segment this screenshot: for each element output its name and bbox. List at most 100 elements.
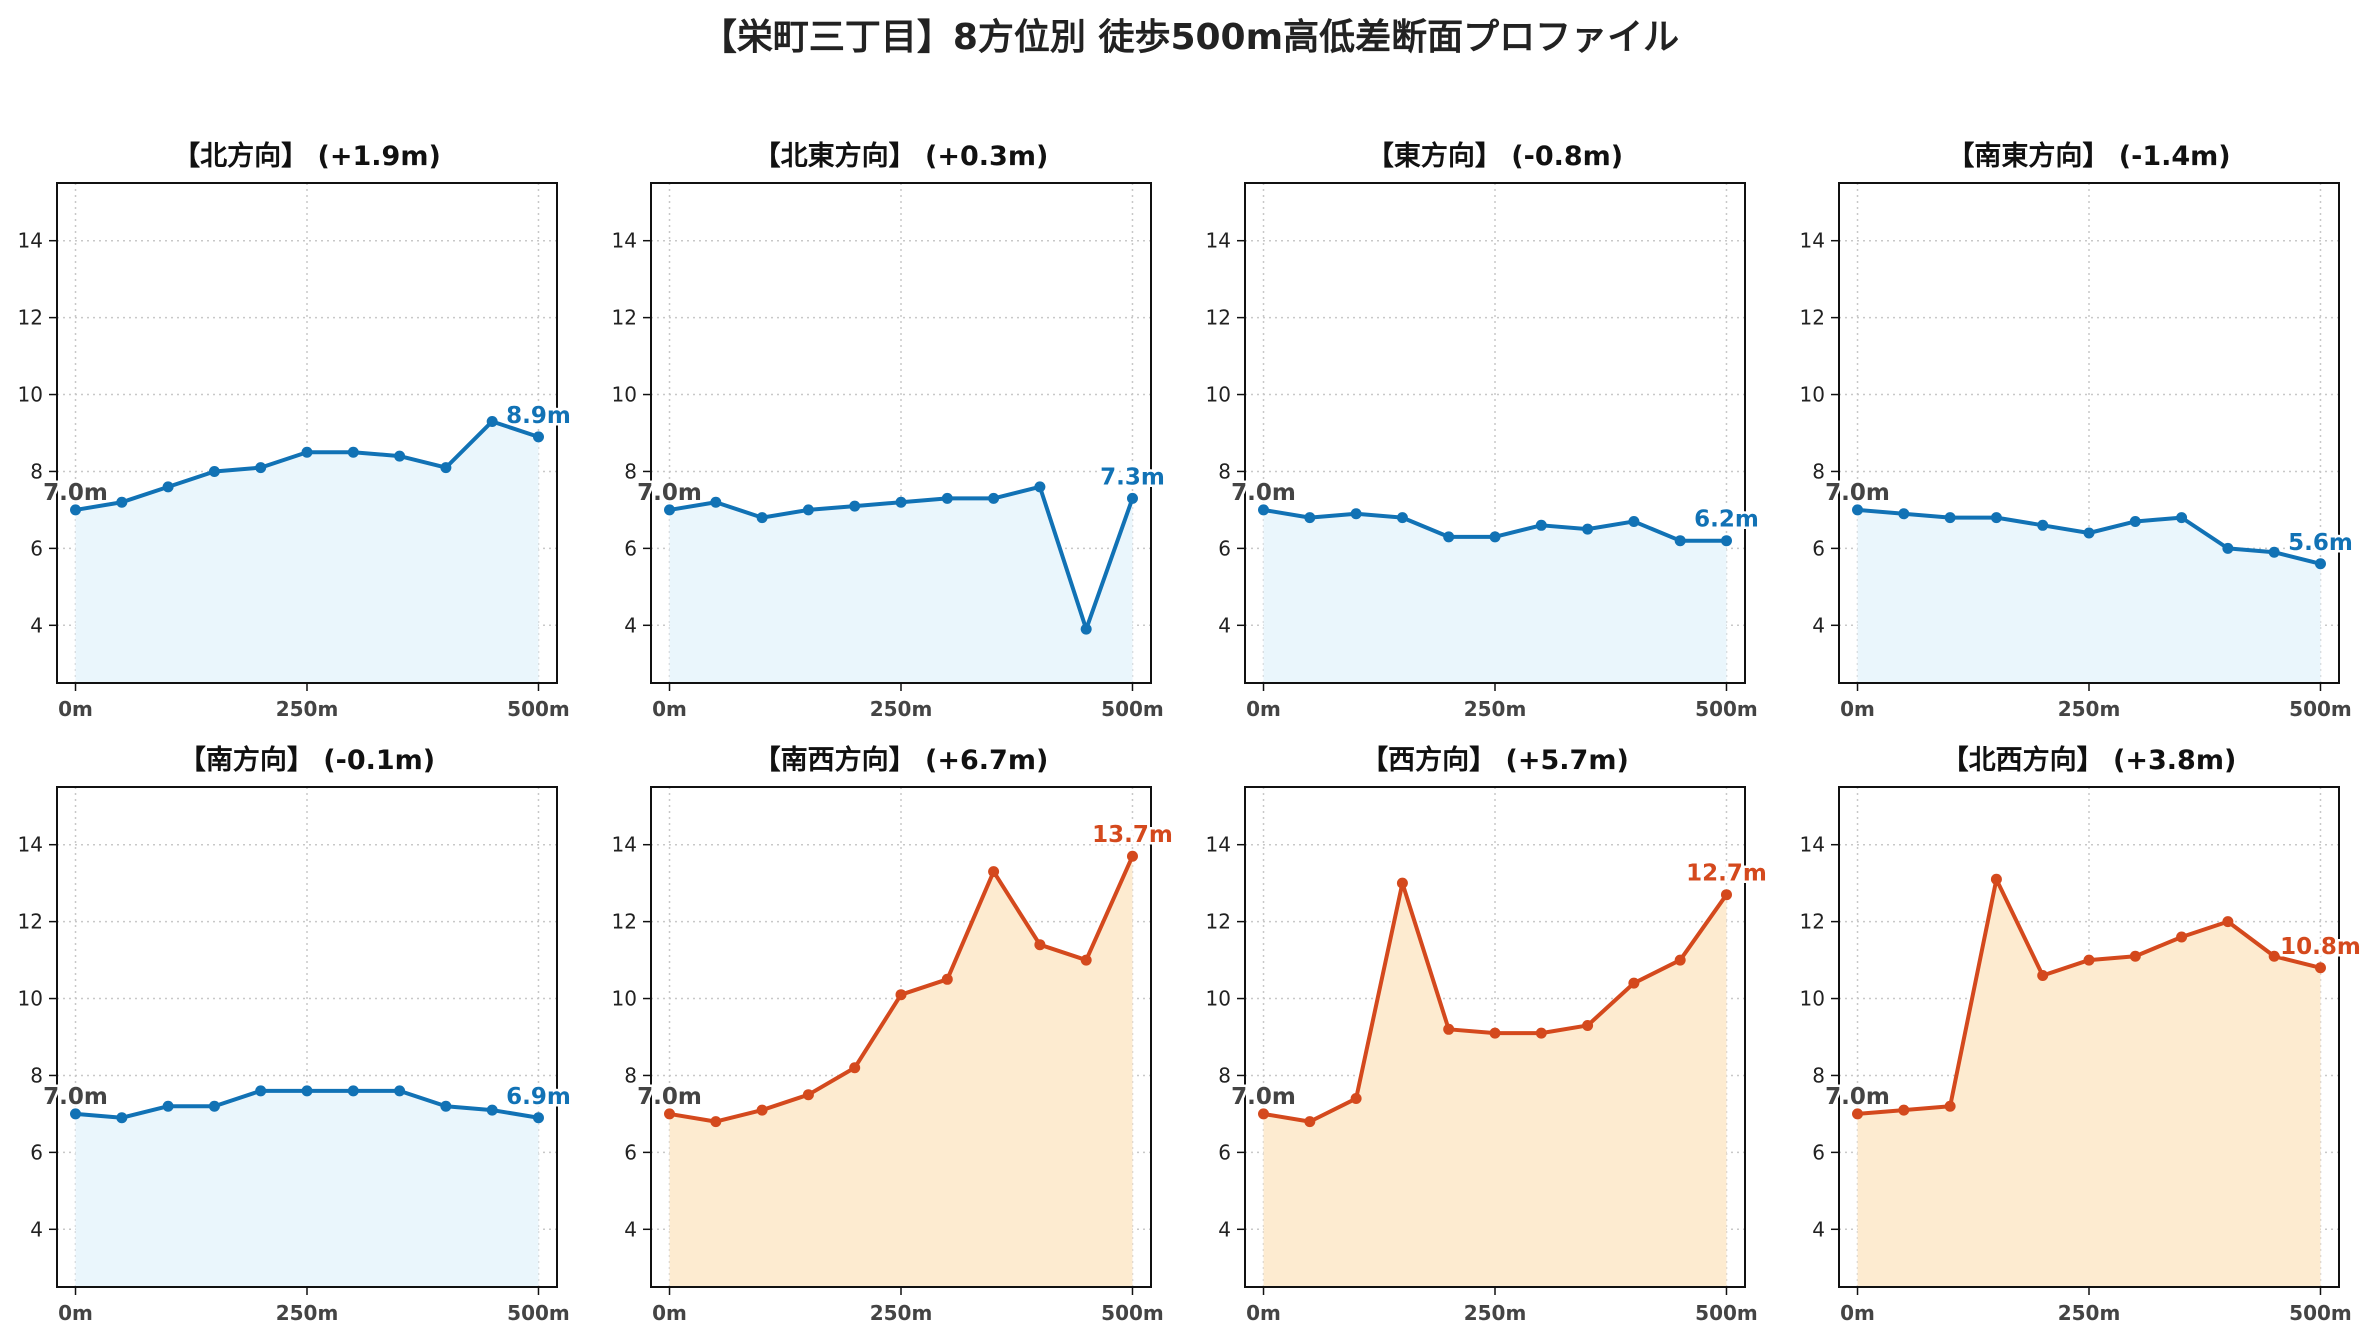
x-tick-label: 500m (1695, 697, 1758, 721)
data-point (301, 1085, 313, 1097)
data-point (1582, 1019, 1594, 1031)
data-point (2268, 546, 2280, 558)
data-point (941, 973, 953, 985)
y-tick-label: 6 (1812, 1140, 1825, 1164)
end-value-label: 6.9m (506, 1084, 571, 1110)
x-tick-label: 500m (1101, 1301, 1164, 1325)
y-tick-label: 12 (1206, 910, 1231, 934)
x-tick-label: 0m (652, 697, 687, 721)
x-tick-label: 250m (870, 1301, 933, 1325)
end-value-label: 6.2m (1694, 507, 1759, 533)
data-point (1304, 1116, 1316, 1128)
data-point (1258, 504, 1270, 516)
y-tick-label: 10 (1800, 987, 1825, 1011)
y-tick-label: 4 (1812, 1217, 1825, 1241)
area-fill (75, 1090, 539, 1287)
data-point (1443, 531, 1455, 543)
y-tick-label: 4 (1812, 613, 1825, 637)
chart-panel-8: 4 6 8 10 12 14 0m 250m 500m 【北西方向】 (+3.8m) 7.0m 10.… (1800, 744, 2364, 1325)
y-tick-label: 8 (1812, 459, 1825, 483)
y-tick-label: 12 (612, 306, 637, 330)
data-point (1898, 1104, 1910, 1116)
y-tick-label: 12 (1800, 910, 1825, 934)
end-value-label: 13.7m (1092, 822, 1173, 848)
x-tick-label: 500m (2289, 1301, 2352, 1325)
y-tick-label: 6 (30, 1140, 43, 1164)
data-point (1944, 512, 1956, 524)
x-tick-label: 250m (2058, 1301, 2121, 1325)
x-tick-label: 0m (58, 1301, 93, 1325)
chart-panel-4: 4 6 8 10 12 14 0m 250m 500m 【南東方向】 (-1.4m) 7.0m 5.6… (1800, 140, 2356, 721)
data-point (1350, 1093, 1362, 1105)
data-point (1535, 1027, 1547, 1039)
data-point (162, 481, 174, 493)
figure-title: 【栄町三丁目】8方位別 徒歩500m高低差断面プロファイル (700, 17, 1680, 58)
y-tick-label: 4 (1218, 613, 1231, 637)
y-tick-label: 12 (612, 910, 637, 934)
panel-title: 【南東方向】 (-1.4m) (1947, 140, 2230, 172)
y-tick-label: 14 (612, 229, 637, 253)
area-fill (669, 856, 1133, 1287)
data-point (710, 1116, 722, 1128)
data-point (301, 446, 313, 458)
data-point (70, 1108, 82, 1120)
data-point (1350, 508, 1362, 520)
y-tick-label: 14 (1206, 833, 1231, 857)
y-tick-label: 6 (624, 536, 637, 560)
end-value-label: 5.6m (2288, 530, 2353, 556)
data-point (255, 462, 267, 474)
data-point (710, 496, 722, 508)
data-point (1674, 535, 1686, 547)
x-tick-label: 500m (1101, 697, 1164, 721)
y-tick-label: 10 (1800, 383, 1825, 407)
y-tick-label: 6 (30, 536, 43, 560)
x-tick-label: 0m (1840, 697, 1875, 721)
y-tick-label: 10 (1206, 987, 1231, 1011)
x-tick-label: 0m (1840, 1301, 1875, 1325)
chart-panel-6: 4 6 8 10 12 14 0m 250m 500m 【南西方向】 (+6.7m) 7.0m 13.… (612, 744, 1176, 1325)
data-point (208, 1100, 220, 1112)
data-point (486, 1104, 498, 1116)
data-point (1628, 515, 1640, 527)
data-point (2314, 558, 2326, 570)
data-point (1898, 508, 1910, 520)
data-point (2222, 916, 2234, 928)
area-fill (1263, 509, 1727, 683)
x-tick-label: 500m (1695, 1301, 1758, 1325)
chart-panel-7: 4 6 8 10 12 14 0m 250m 500m 【西方向】 (+5.7m) 7.0m 12.7… (1206, 744, 1770, 1325)
x-tick-label: 250m (1464, 1301, 1527, 1325)
data-point (347, 1085, 359, 1097)
x-tick-label: 250m (870, 697, 933, 721)
data-point (2083, 954, 2095, 966)
y-tick-label: 14 (612, 833, 637, 857)
y-tick-label: 8 (1812, 1063, 1825, 1087)
data-point (486, 415, 498, 427)
y-tick-label: 6 (1218, 1140, 1231, 1164)
data-point (1034, 939, 1046, 951)
y-tick-label: 12 (18, 910, 43, 934)
y-tick-label: 10 (612, 383, 637, 407)
y-tick-label: 6 (1812, 536, 1825, 560)
area-fill (75, 421, 539, 683)
data-point (1489, 531, 1501, 543)
y-tick-label: 14 (18, 229, 43, 253)
data-point (2129, 515, 2141, 527)
y-tick-label: 8 (1218, 1063, 1231, 1087)
data-point (756, 1104, 768, 1116)
start-value-label: 7.0m (43, 480, 108, 506)
data-point (664, 504, 676, 516)
data-point (440, 1100, 452, 1112)
y-tick-label: 14 (1206, 229, 1231, 253)
data-point (116, 496, 128, 508)
data-point (394, 450, 406, 462)
data-point (1535, 519, 1547, 531)
panel-title: 【北方向】 (+1.9m) (173, 140, 441, 172)
data-point (664, 1108, 676, 1120)
x-tick-label: 500m (507, 1301, 570, 1325)
x-tick-label: 0m (58, 697, 93, 721)
y-tick-label: 8 (1218, 459, 1231, 483)
x-tick-label: 250m (276, 1301, 339, 1325)
panel-title: 【東方向】 (-0.8m) (1367, 140, 1623, 172)
data-point (1126, 850, 1138, 862)
data-point (1396, 512, 1408, 524)
